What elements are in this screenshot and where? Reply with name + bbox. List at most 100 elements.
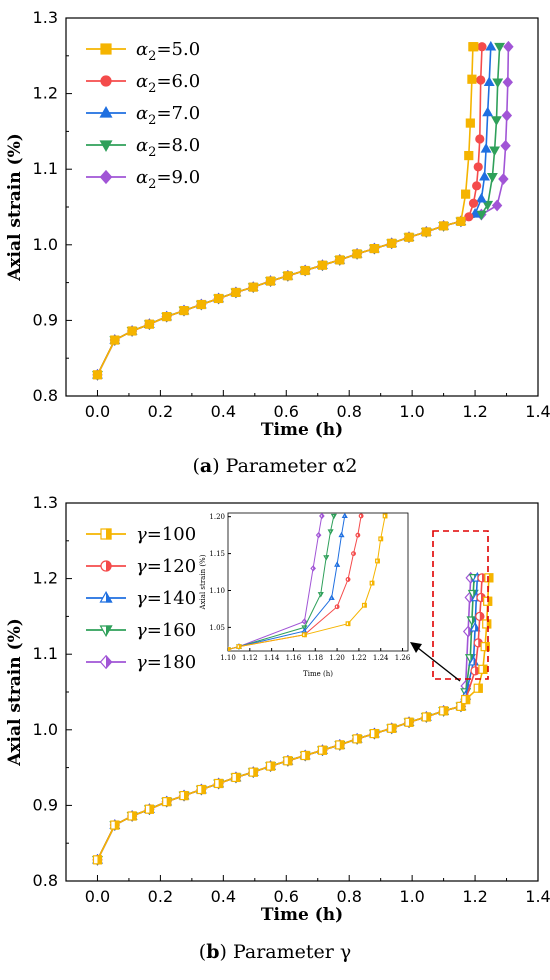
inset-data-point-fill	[304, 625, 308, 631]
legend-symbol: α	[136, 135, 148, 156]
x-tick-label: 1.2	[462, 887, 487, 906]
legend-symbol: γ	[136, 652, 147, 673]
legend-marker	[100, 75, 112, 87]
inset-data-point-fill	[348, 577, 351, 582]
legend-value: =8.0	[156, 135, 200, 156]
data-point	[231, 287, 241, 298]
data-point-fill	[114, 820, 120, 830]
x-tick-label: 1.0	[399, 887, 424, 906]
legend-subscript: 2	[148, 145, 156, 160]
data-point-fill	[465, 694, 471, 705]
inset-x-tick-label: 1.26	[395, 654, 411, 662]
inset-chart: 1.10 1.12 1.14 1.16 1.18 1.20 1.22 1.24 1.26 1.05…	[199, 512, 411, 678]
inset-data-point-fill	[372, 580, 375, 586]
data-point	[477, 42, 487, 52]
x-tick-label: 0.2	[148, 402, 173, 421]
series-line	[96, 46, 510, 376]
legend-symbol: γ	[136, 620, 147, 641]
legend-value: =5.0	[156, 39, 200, 60]
x-tick-label: 0.0	[85, 402, 110, 421]
data-point	[265, 276, 276, 286]
data-point	[467, 74, 477, 84]
data-point-fill	[149, 804, 154, 814]
legend-entry: α2=9.0	[136, 167, 200, 192]
legend-value: =7.0	[156, 103, 200, 124]
legend-value: =140	[147, 588, 196, 609]
legend-a: α2=5.0α2=6.0α2=7.0α2=8.0α2=9.0	[86, 39, 200, 192]
data-point	[489, 146, 501, 157]
y-tick-label: 1.2	[33, 84, 58, 103]
legend-subscript: 2	[148, 49, 156, 64]
inset-data-point-fill	[344, 513, 348, 518]
zoom-arrow-head	[410, 642, 422, 653]
chart-panel-a: 0.8 0.9 1.0 1.1 1.2 1.3 0.0 0.2 0.4 0.6 0.8 1.0 1.2…	[5, 8, 550, 477]
data-point-fill	[486, 619, 492, 629]
inset-data-point-fill	[331, 594, 335, 600]
caption-text-b: Parameter γ	[233, 941, 351, 963]
legend-value: =100	[147, 524, 196, 545]
inset-data-point-fill	[318, 531, 322, 539]
legend-marker	[99, 140, 113, 152]
data-point	[300, 265, 310, 276]
data-point-fill	[235, 772, 241, 783]
data-point	[127, 326, 137, 336]
data-point	[369, 243, 379, 254]
data-point	[498, 173, 509, 185]
data-point	[502, 76, 513, 89]
chart-panel-b: 0.8 0.9 1.0 1.1 1.2 1.3 0.0 0.2 0.4 0.6 0.8 1.0 1.2…	[5, 493, 550, 963]
inset-series-group	[228, 513, 388, 651]
data-point-fill	[479, 611, 485, 621]
data-point	[473, 162, 483, 172]
inset-data-point-fill	[377, 558, 380, 564]
series-line	[96, 45, 474, 376]
data-point	[486, 172, 498, 183]
data-point	[501, 109, 513, 122]
data-point	[491, 116, 502, 126]
y-ticks-a: 0.8 0.9 1.0 1.1 1.2 1.3	[33, 8, 72, 405]
inset-data-point-fill	[238, 644, 242, 649]
data-point	[464, 150, 474, 161]
x-ticks-a: 0.0 0.2 0.4 0.6 0.8 1.0 1.2 1.4	[85, 390, 550, 421]
y-tick-label: 1.2	[33, 569, 58, 588]
inset-x-tick-label: 1.20	[329, 654, 345, 662]
data-point-fill	[374, 728, 379, 739]
legend-entry: γ=100	[136, 524, 196, 545]
y-axis-label-a: Axial strain (%)	[5, 133, 25, 282]
legend-entry: α2=8.0	[136, 135, 200, 160]
y-tick-label: 1.1	[33, 159, 58, 178]
x-tick-label: 0.0	[85, 887, 110, 906]
inset-data-point-fill	[330, 529, 334, 535]
x-tick-label: 0.4	[211, 402, 236, 421]
data-point	[179, 305, 189, 316]
y-tick-label: 0.9	[33, 310, 58, 329]
data-point-fill	[218, 778, 224, 789]
y-axis-label-b: Axial strain (%)	[5, 618, 25, 767]
data-point	[503, 40, 514, 53]
data-point	[468, 198, 479, 208]
legend-marker	[99, 106, 113, 118]
inset-data-point-fill	[337, 604, 340, 610]
data-point-fill	[475, 621, 481, 632]
x-tick-label: 0.6	[274, 887, 299, 906]
x-tick-label: 1.4	[525, 887, 550, 906]
data-point-fill	[132, 811, 137, 821]
data-point-fill	[482, 664, 488, 674]
legend-subscript: 2	[148, 113, 156, 128]
data-point-fill	[184, 790, 189, 801]
data-point	[500, 139, 511, 152]
x-tick-label: 0.4	[211, 887, 236, 906]
data-point-fill	[339, 740, 345, 750]
caption-b: (b) Parameter γ	[199, 941, 351, 963]
data-point-fill	[426, 712, 431, 722]
inset-data-point-fill	[304, 627, 308, 634]
data-point	[352, 249, 362, 259]
data-point	[439, 221, 449, 231]
y-tick-label: 0.8	[33, 386, 58, 405]
inset-data-point-fill	[380, 536, 384, 542]
data-point	[483, 76, 495, 87]
inset-y-tick-label: 1.05	[209, 624, 225, 632]
x-tick-label: 1.0	[399, 402, 424, 421]
inset-data-point-fill	[326, 555, 330, 561]
inset-data-point-fill	[321, 513, 325, 520]
data-point-fill	[166, 797, 172, 807]
